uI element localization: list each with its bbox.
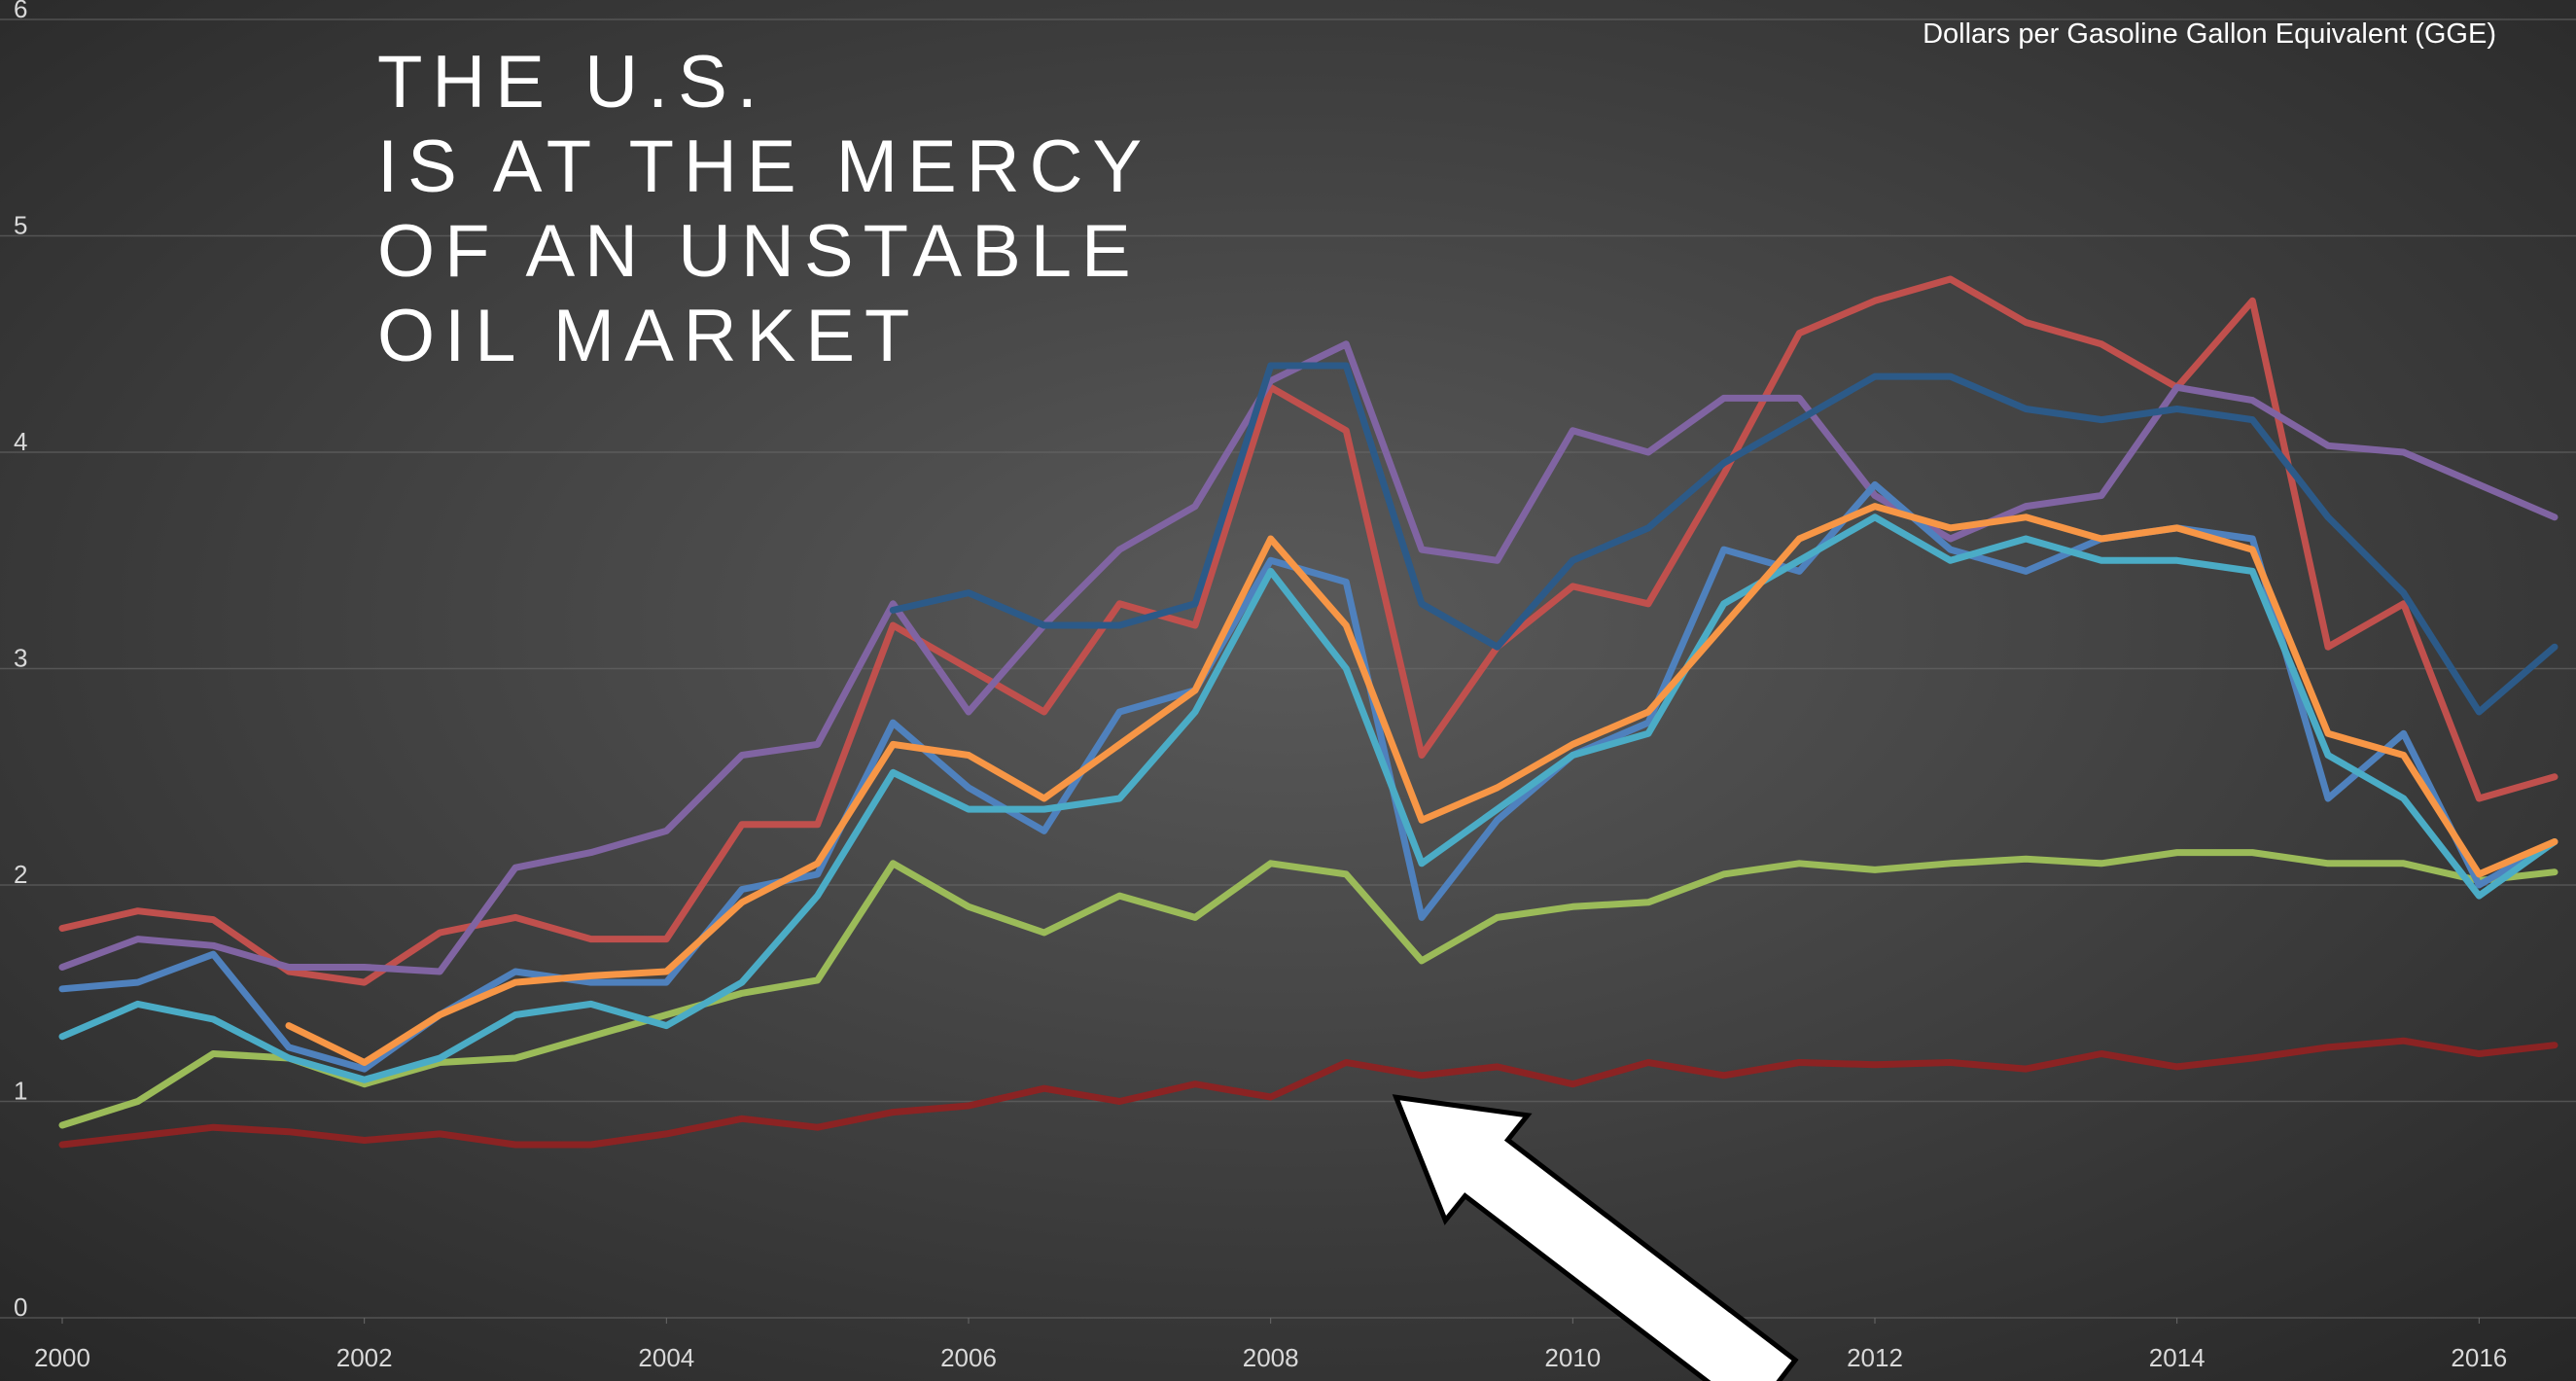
title-line: OIL MARKET: [377, 295, 919, 377]
y-tick-label: 6: [14, 0, 27, 23]
y-tick-label: 4: [14, 427, 27, 456]
subtitle: Dollars per Gasoline Gallon Equivalent (…: [1923, 18, 2496, 50]
x-tick-label: 2014: [2149, 1343, 2205, 1372]
series-line: [58, 849, 2558, 1129]
series-line: [285, 503, 2558, 1066]
title-line: THE U.S.: [377, 41, 767, 124]
y-tick-label: 2: [14, 860, 27, 889]
title-line: IS AT THE MERCY: [377, 125, 1151, 208]
arrow-shape: [1392, 1094, 1799, 1381]
x-tick-label: 2010: [1544, 1343, 1601, 1372]
x-tick-label: 2008: [1243, 1343, 1299, 1372]
y-tick-label: 5: [14, 211, 27, 240]
x-tick-label: 2000: [34, 1343, 90, 1372]
arrow: [1392, 1094, 1799, 1381]
title-line: OF AN UNSTABLE: [377, 210, 1141, 293]
x-tick-label: 2002: [336, 1343, 393, 1372]
x-tick-label: 2012: [1847, 1343, 1903, 1372]
series-line: [58, 513, 2558, 1083]
x-tick-label: 2016: [2451, 1343, 2507, 1372]
y-tick-label: 1: [14, 1077, 27, 1106]
x-tick-label: 2006: [940, 1343, 997, 1372]
series-line: [58, 1037, 2558, 1149]
y-tick-label: 0: [14, 1292, 27, 1322]
series-line: [889, 362, 2558, 716]
x-tick-label: 2004: [638, 1343, 694, 1372]
y-tick-label: 3: [14, 644, 27, 673]
lines: [58, 275, 2558, 1149]
